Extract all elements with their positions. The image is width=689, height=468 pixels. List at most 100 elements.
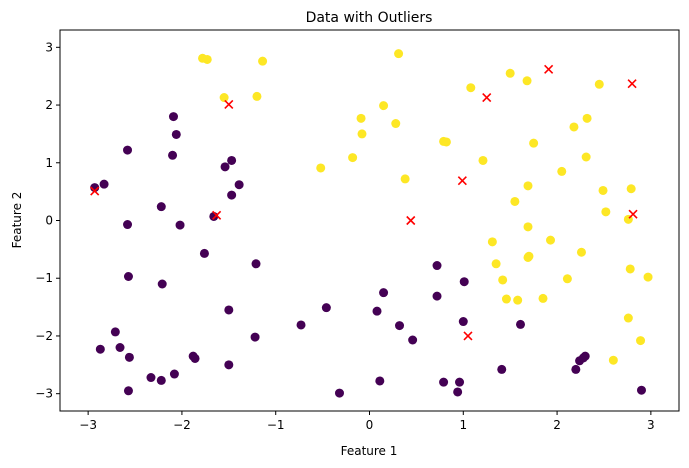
cluster-a-point xyxy=(296,320,306,330)
cluster-a-point xyxy=(168,112,178,122)
plot-frame xyxy=(59,29,680,412)
cluster-b-point xyxy=(522,76,532,86)
cluster-a-point xyxy=(171,129,181,139)
y-tick-label: 1 xyxy=(45,156,53,170)
cluster-a-point xyxy=(227,190,237,200)
outlier-point xyxy=(212,210,222,220)
cluster-b-point xyxy=(562,274,572,284)
cluster-b-point xyxy=(441,137,451,147)
cluster-b-point xyxy=(623,313,633,323)
cluster-a-point xyxy=(455,377,465,387)
cluster-a-point xyxy=(395,321,405,331)
outlier-stroke xyxy=(628,209,638,219)
outlier-point xyxy=(224,99,234,110)
cluster-b-point xyxy=(466,83,476,93)
cluster-b-point xyxy=(357,129,367,139)
cluster-a-point xyxy=(321,303,331,313)
cluster-a-point xyxy=(439,377,449,387)
outlier-point xyxy=(628,209,638,219)
cluster-b-point xyxy=(258,56,268,66)
cluster-b-point xyxy=(348,153,358,163)
outlier-stroke xyxy=(90,186,100,196)
y-tick-label: −3 xyxy=(35,387,53,401)
cluster-a-point xyxy=(234,180,244,190)
cluster-b-point xyxy=(636,336,646,346)
cluster-b-point xyxy=(523,252,533,262)
y-tick-label: 3 xyxy=(45,40,53,54)
cluster-b-point xyxy=(546,235,556,245)
cluster-a-point xyxy=(169,369,179,379)
cluster-a-point xyxy=(224,360,234,370)
y-tick-label: 0 xyxy=(45,214,53,228)
x-tick-label: 1 xyxy=(459,418,467,432)
cluster-a-point xyxy=(432,291,442,301)
cluster-a-point xyxy=(571,364,581,374)
cluster-b-point xyxy=(601,207,611,217)
cluster-b-point xyxy=(491,259,501,269)
cluster-a-point xyxy=(224,305,234,315)
cluster-a-point xyxy=(156,202,166,212)
cluster-a-point xyxy=(199,248,209,258)
cluster-a-point xyxy=(123,386,133,396)
outlier-stroke xyxy=(457,176,467,186)
y-tick-label: 2 xyxy=(45,98,53,112)
cluster-b-point xyxy=(523,181,533,191)
cluster-a-point xyxy=(157,279,167,289)
outlier-point xyxy=(457,176,467,186)
cluster-a-point xyxy=(636,385,646,395)
chart-title: Data with Outliers xyxy=(306,10,433,26)
cluster-a-point xyxy=(123,271,133,281)
outlier-point xyxy=(463,331,473,341)
cluster-b-point xyxy=(538,293,548,303)
outlier-stroke xyxy=(482,92,492,103)
outlier-point xyxy=(544,64,554,74)
cluster-a-point xyxy=(168,150,178,160)
cluster-a-point xyxy=(227,155,237,165)
x-tick-label: −1 xyxy=(267,418,285,432)
cluster-b-point xyxy=(581,152,591,162)
cluster-a-point xyxy=(515,319,525,329)
cluster-b-point xyxy=(219,93,229,103)
cluster-a-point xyxy=(156,375,166,385)
cluster-b-point xyxy=(498,275,508,285)
outlier-point xyxy=(482,92,492,103)
cluster-a-point xyxy=(408,335,418,345)
cluster-b-point xyxy=(582,113,592,123)
cluster-b-point xyxy=(394,49,404,59)
axis-ticks: −3 −2 −1 0 1 2 3 −3 −2 −1 0 1 2 3 xyxy=(35,40,654,432)
cluster-a-point xyxy=(124,352,134,362)
cluster-b-point xyxy=(569,122,579,132)
cluster-b-point xyxy=(594,79,604,89)
cluster-b-point xyxy=(523,222,533,232)
cluster-a-point xyxy=(220,162,230,172)
cluster-a-point xyxy=(175,220,185,230)
y-tick-label: −2 xyxy=(35,329,53,343)
cluster-a-point xyxy=(379,288,389,298)
cluster-b-point xyxy=(391,119,401,129)
cluster-b-point xyxy=(513,295,523,305)
cluster-b-point xyxy=(643,272,653,282)
outlier-stroke xyxy=(463,331,473,341)
cluster-b-point xyxy=(557,166,567,176)
cluster-a-point xyxy=(190,353,200,363)
x-tick-label: −3 xyxy=(79,418,97,432)
cluster-b-point xyxy=(608,355,618,365)
outlier-stroke xyxy=(544,64,554,74)
cluster-a-point xyxy=(115,343,125,352)
cluster-a-point xyxy=(578,353,588,363)
cluster-a-point xyxy=(458,317,468,327)
cluster-b-point xyxy=(478,155,488,165)
x-axis-label: Feature 1 xyxy=(341,444,398,458)
outlier-point xyxy=(406,215,416,226)
cluster-b-point xyxy=(487,237,497,247)
cluster-a-point xyxy=(123,220,133,230)
cluster-b-point xyxy=(400,174,410,184)
outlier-stroke xyxy=(224,99,234,110)
x-tick-label: 2 xyxy=(553,418,561,432)
cluster-a-point xyxy=(453,387,463,397)
cluster-b-point xyxy=(316,163,326,173)
cluster-a-point xyxy=(372,306,382,316)
cluster-b-point xyxy=(356,113,366,123)
cluster-a-point xyxy=(251,259,261,269)
